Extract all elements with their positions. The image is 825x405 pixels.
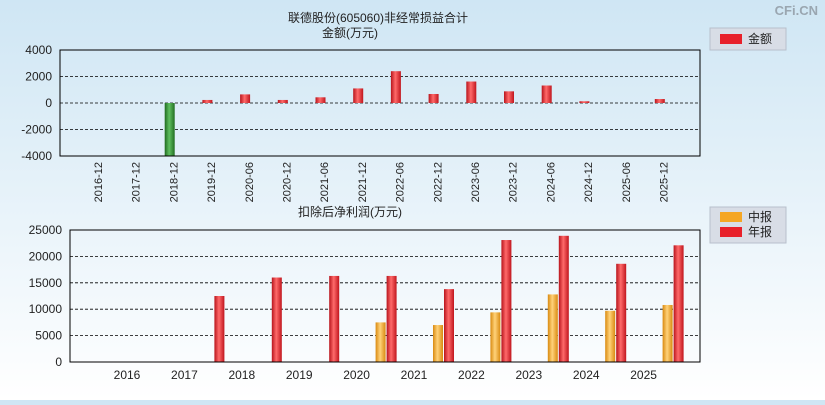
bottom-bar-annual (558, 235, 569, 362)
bottom-plot-frame (69, 229, 701, 363)
top-bars (164, 71, 665, 156)
bottom-legend-swatch-midyear (720, 212, 742, 222)
top-x-tick-label: 2020-06 (244, 162, 256, 202)
top-y-tick-label: 0 (45, 96, 52, 110)
top-y-tick-label: -2000 (21, 123, 52, 137)
bottom-bar-annual (444, 289, 454, 362)
bottom-x-tick-label: 2020 (343, 368, 370, 382)
bottom-bar-annual (673, 245, 684, 362)
top-bar (240, 94, 251, 103)
top-chart-subtitle: 金额(万元) (322, 25, 378, 40)
top-legend: 金额 (709, 27, 787, 51)
bottom-y-axis: 25000 20000 15000 10000 5000 0 (29, 223, 63, 369)
top-bar (541, 85, 552, 103)
watermark: CFi.CN (775, 3, 818, 18)
top-x-tick-label: 2024-12 (583, 162, 595, 202)
top-bar (579, 101, 590, 103)
top-bar (466, 81, 477, 103)
bottom-chart: 扣除后净利润(万元) 中报 年报 25000 20000 15000 10000 500… (29, 204, 787, 382)
top-x-tick-label: 2024-06 (545, 162, 557, 202)
bottom-x-tick-label: 2018 (228, 368, 255, 382)
bottom-bar-midyear (490, 312, 501, 362)
top-x-tick-label: 2019-12 (206, 162, 218, 202)
top-x-tick-label: 2022-06 (395, 162, 407, 202)
top-chart-title: 联德股份(605060)非经常损益合计 (288, 10, 468, 25)
bottom-x-tick-label: 2023 (515, 368, 542, 382)
bottom-bars (214, 235, 684, 362)
top-bar (504, 91, 514, 103)
top-x-tick-label: 2023-06 (470, 162, 482, 202)
bottom-x-axis: 2016 2017 2018 2019 2020 2021 2022 2023 2024 2025 (114, 368, 658, 382)
bottom-bar-midyear (433, 325, 443, 362)
bottom-y-tick-label: 20000 (29, 249, 63, 263)
bottom-bar-annual (386, 275, 397, 362)
top-grid (60, 49, 700, 157)
top-bar (202, 99, 213, 103)
bottom-legend-swatch-annual (720, 227, 742, 237)
bottom-x-tick-label: 2016 (114, 368, 141, 382)
bottom-bar-annual (501, 240, 512, 362)
top-chart: 联德股份(605060)非经常损益合计 金额(万元) 金额 4000 2000 0 -… (21, 10, 787, 202)
top-x-tick-label: 2018-12 (168, 162, 180, 202)
top-y-tick-label: -4000 (21, 149, 52, 163)
top-bar (353, 88, 364, 103)
bottom-y-tick-label: 10000 (29, 302, 63, 316)
bottom-y-tick-label: 0 (55, 355, 62, 369)
bottom-x-tick-label: 2019 (286, 368, 313, 382)
bottom-y-tick-label: 5000 (35, 329, 62, 343)
bottom-bar-midyear (662, 304, 673, 362)
top-x-tick-label: 2021-06 (319, 162, 331, 202)
bottom-bar-annual (214, 296, 225, 362)
bottom-x-tick-label: 2017 (171, 368, 198, 382)
bottom-legend-label-annual: 年报 (748, 224, 772, 239)
top-y-tick-label: 4000 (25, 43, 52, 57)
bottom-bar-midyear (605, 310, 616, 362)
bottom-bar-annual (271, 277, 282, 362)
bottom-x-tick-label: 2022 (458, 368, 485, 382)
bottom-bar-midyear (547, 294, 558, 362)
bottom-bar-midyear (375, 322, 386, 362)
bottom-legend-label-midyear: 中报 (748, 209, 772, 224)
top-bar (277, 99, 288, 103)
bottom-chart-title: 扣除后净利润(万元) (298, 204, 402, 219)
top-legend-box (709, 27, 787, 51)
top-legend-swatch (720, 34, 742, 44)
top-y-axis: 4000 2000 0 -2000 -4000 (21, 43, 52, 163)
top-x-axis: 2016-12 2017-12 2018-12 2019-12 2020-06 2020-… (93, 162, 671, 202)
top-bar (315, 97, 326, 103)
top-y-tick-label: 2000 (25, 70, 52, 84)
top-x-tick-label: 2020-12 (282, 162, 294, 202)
bottom-x-tick-label: 2021 (401, 368, 428, 382)
top-x-tick-label: 2023-12 (508, 162, 520, 202)
top-x-tick-label: 2025-06 (621, 162, 633, 202)
bottom-bar-annual (616, 263, 627, 362)
top-bar (390, 71, 401, 103)
top-x-tick-label: 2021-12 (357, 162, 369, 202)
bottom-y-tick-label: 15000 (29, 276, 63, 290)
top-bar (164, 103, 175, 156)
top-x-tick-label: 2016-12 (93, 162, 105, 202)
bottom-bar-annual (329, 275, 340, 362)
bottom-x-tick-label: 2024 (573, 368, 600, 382)
top-x-tick-label: 2025-12 (659, 162, 671, 202)
top-bar (654, 99, 665, 103)
top-plot-frame (59, 49, 701, 157)
bottom-y-tick-label: 25000 (29, 223, 63, 237)
top-legend-label: 金额 (748, 31, 772, 46)
top-x-tick-label: 2017-12 (131, 162, 143, 202)
bottom-legend: 中报 年报 (709, 206, 787, 244)
bottom-x-tick-label: 2025 (630, 368, 657, 382)
top-x-tick-label: 2022-12 (432, 162, 444, 202)
top-bar (428, 93, 439, 103)
